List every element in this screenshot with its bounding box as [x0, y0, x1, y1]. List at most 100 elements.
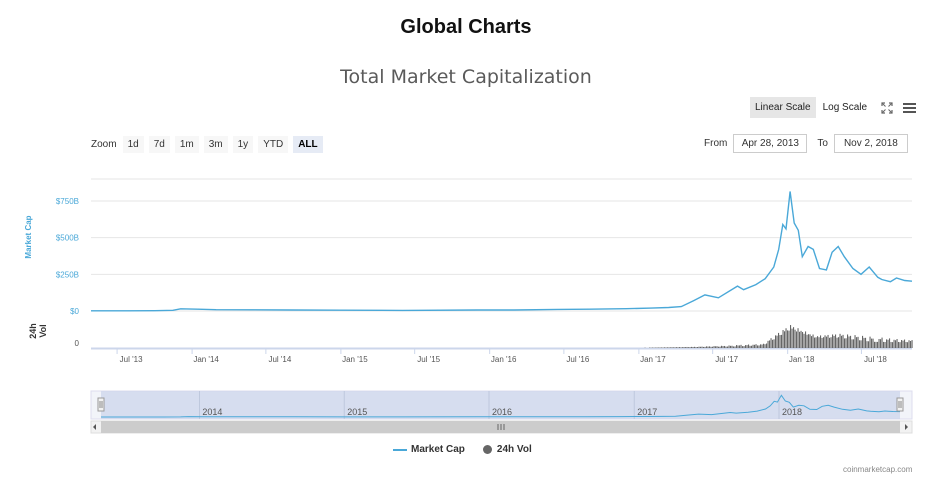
zoom-all-button[interactable]: ALL [293, 136, 323, 153]
credits-link[interactable]: coinmarketcap.com [843, 465, 913, 474]
y-tick-label: $0 [70, 307, 79, 316]
volume-bar [745, 345, 747, 348]
volume-bar [730, 345, 732, 348]
linear-scale-button[interactable]: Linear Scale [750, 97, 816, 118]
volume-bar [749, 345, 751, 348]
zoom-7d-button[interactable]: 7d [148, 136, 170, 153]
volume-bar [850, 335, 852, 348]
volume-bar [692, 346, 694, 348]
volume-bar [674, 347, 676, 348]
volume-bar [901, 340, 903, 348]
zoom-1d-button[interactable]: 1d [122, 136, 144, 153]
volume-bar [724, 345, 726, 348]
volume-bar [737, 345, 739, 348]
volume-bar [731, 345, 733, 348]
volume-bar [883, 341, 885, 348]
volume-bar [899, 342, 901, 348]
volume-axis-title-line2: Vol [38, 324, 48, 337]
volume-bar [742, 346, 744, 348]
zoom-1y-button[interactable]: 1y [232, 136, 254, 153]
volume-bar [838, 337, 840, 348]
volume-bar [853, 339, 855, 348]
volume-bar [874, 341, 876, 348]
volume-bar [767, 340, 769, 348]
volume-bar [806, 334, 808, 348]
volume-bar [688, 347, 690, 348]
fullscreen-icon[interactable] [878, 99, 896, 117]
volume-bar [698, 346, 700, 348]
volume-bar [778, 332, 780, 348]
volume-bar [821, 337, 823, 348]
volume-bar [823, 337, 825, 348]
volume-bar [673, 347, 675, 348]
volume-bar [670, 347, 672, 348]
zoom-ytd-button[interactable]: YTD [258, 136, 289, 153]
legend-label-market-cap: Market Cap [411, 444, 465, 455]
scroll-left-arrow-icon[interactable] [93, 424, 96, 430]
zoom-selector: Zoom 1d 7d 1m 3m 1y YTD ALL [91, 136, 328, 153]
volume-bar [829, 337, 831, 348]
volume-bar [665, 347, 667, 348]
volume-bar [746, 345, 748, 348]
volume-bar [739, 345, 741, 348]
volume-bar [841, 335, 843, 348]
volume-bar [677, 347, 679, 348]
volume-bar [854, 335, 856, 348]
x-tick-label: Jul '15 [417, 355, 440, 364]
scale-toggle-group: Linear Scale Log Scale [750, 97, 918, 118]
volume-bar [659, 347, 661, 348]
volume-bar [835, 334, 837, 348]
zoom-3m-button[interactable]: 3m [203, 136, 228, 153]
to-date-input[interactable]: Nov 2, 2018 [833, 134, 908, 153]
volume-bar [875, 341, 877, 348]
x-tick-label: Jan '15 [342, 355, 368, 364]
volume-bar [781, 334, 783, 348]
volume-bar [863, 337, 865, 348]
volume-bar [830, 337, 832, 348]
volume-bar [836, 337, 838, 348]
volume-bar [904, 339, 906, 348]
legend-item-market-cap[interactable]: Market Cap [393, 444, 465, 455]
volume-bar [842, 334, 844, 348]
navigator-label: 2018 [782, 407, 802, 417]
scroll-right-arrow-icon[interactable] [905, 424, 908, 430]
volume-bar [772, 339, 774, 348]
volume-bar [859, 340, 861, 348]
volume-bar [691, 346, 693, 348]
volume-bar [890, 341, 892, 348]
volume-bar [818, 337, 820, 348]
legend-dot-marker [482, 445, 492, 454]
navigator-handle[interactable] [896, 397, 904, 412]
hamburger-menu-icon[interactable] [900, 99, 918, 117]
x-tick-label: Jul '18 [864, 355, 887, 364]
from-date-input[interactable]: Apr 28, 2013 [733, 134, 808, 153]
volume-bar [910, 340, 912, 348]
volume-bar [902, 340, 904, 348]
volume-bar [736, 345, 738, 348]
volume-bar [788, 330, 790, 348]
log-scale-button[interactable]: Log Scale [822, 102, 868, 113]
volume-bar [785, 328, 787, 348]
volume-bar [791, 328, 793, 348]
volume-bar [833, 335, 835, 348]
volume-bar [689, 347, 691, 348]
volume-bar [866, 341, 868, 348]
volume-bar [661, 347, 663, 348]
volume-bar [782, 330, 784, 348]
volume-bar [787, 330, 789, 348]
volume-bar [905, 341, 907, 348]
volume-bar [817, 336, 819, 348]
volume-bar [848, 336, 850, 348]
y-tick-label: $250B [56, 270, 79, 279]
volume-bar [872, 338, 874, 348]
navigator-handle[interactable] [97, 397, 105, 412]
volume-bar [694, 346, 696, 348]
zoom-1m-button[interactable]: 1m [174, 136, 199, 153]
market-cap-chart[interactable]: $750B $500B $250B $0 Market Cap 0 24h Vol Jul '1… [0, 0, 938, 440]
volume-bar [869, 336, 871, 348]
volume-bar [728, 345, 730, 348]
volume-bar [679, 347, 681, 348]
volume-bar [887, 339, 889, 348]
legend-item-24h-vol[interactable]: 24h Vol [482, 444, 532, 455]
volume-bar [881, 337, 883, 348]
